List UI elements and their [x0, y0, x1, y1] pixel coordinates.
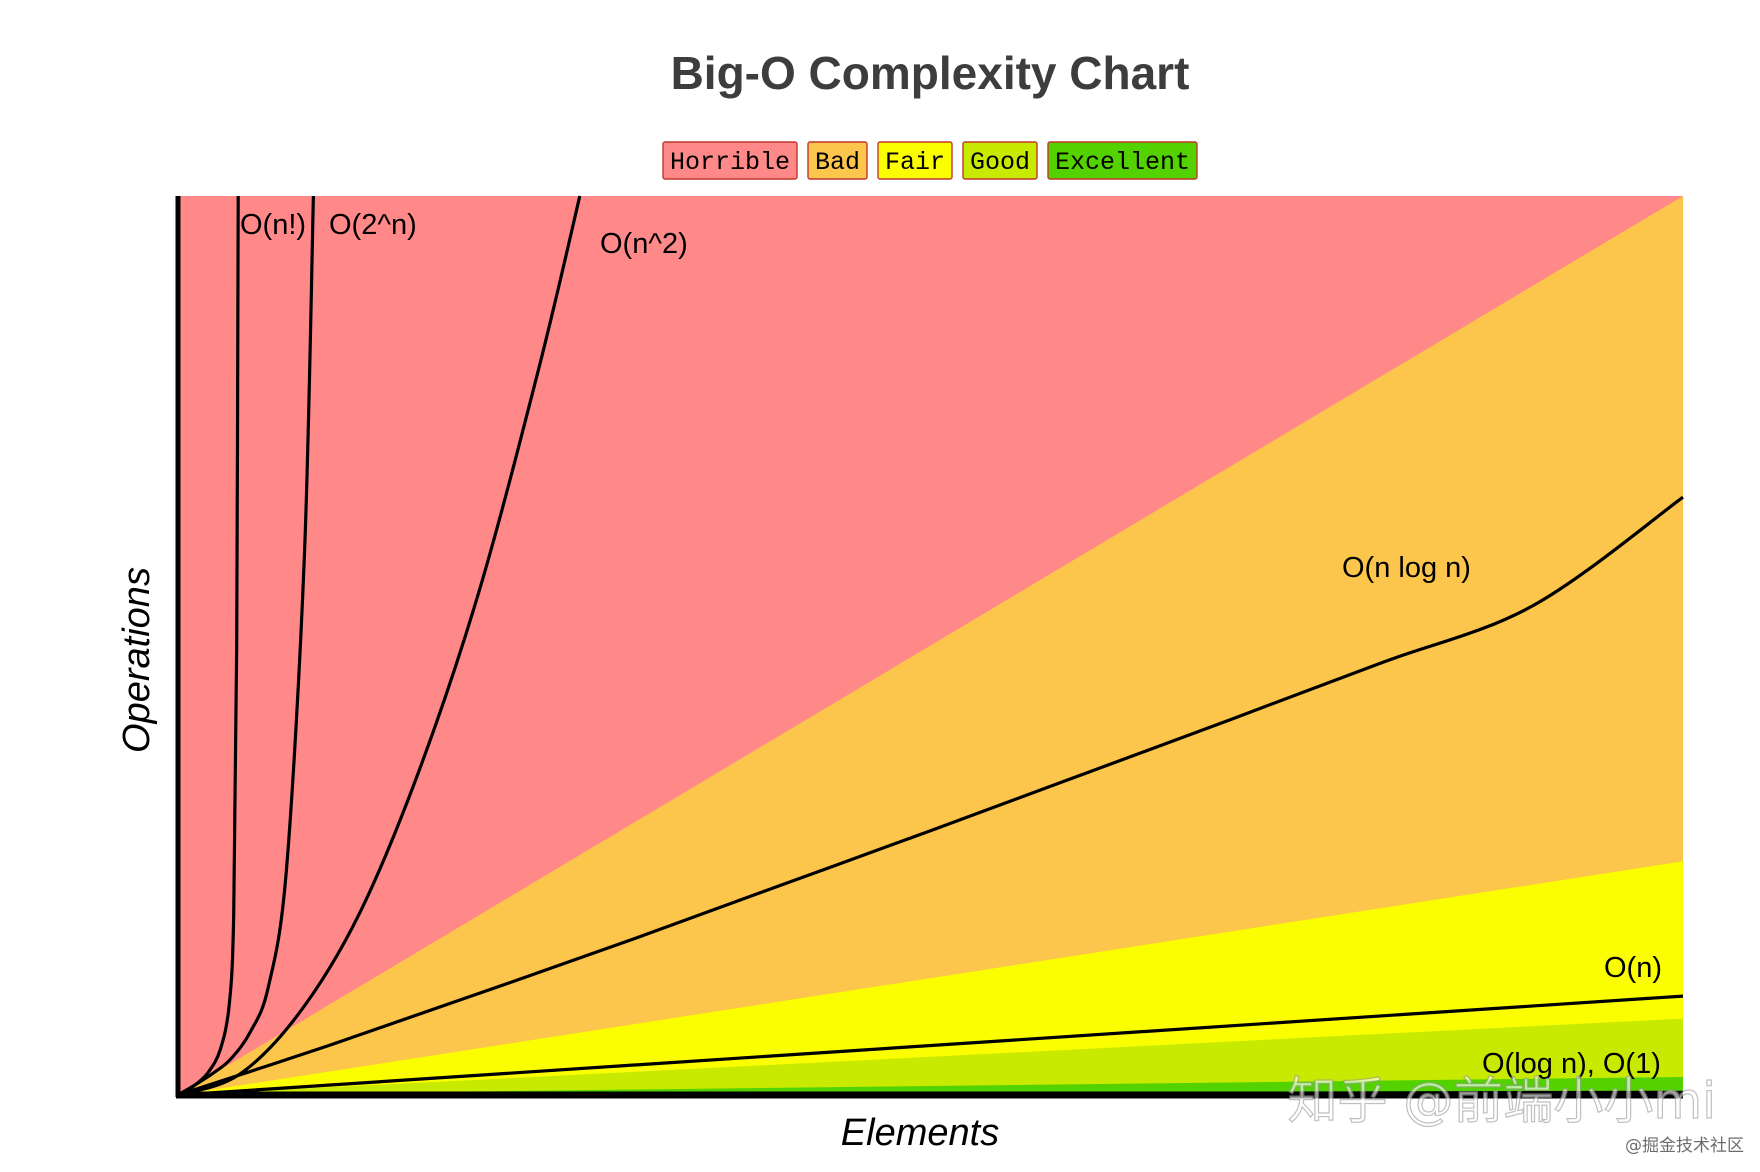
curve-o-2-n	[178, 195, 315, 1097]
curve-label-o-n: O(n)	[1604, 952, 1662, 984]
watermark: 知乎 @前端小小mi @掘金技术社区	[1287, 1071, 1744, 1156]
region-good	[178, 1018, 1683, 1095]
legend-label-excellent: Excellent	[1055, 148, 1190, 177]
legend: Horrible Bad Fair Good Excellent	[662, 141, 1198, 180]
curve-label-o-n-2: O(n^2)	[600, 228, 688, 260]
chart-title: Big-O Complexity Chart	[671, 47, 1190, 99]
legend-label-horrible: Horrible	[670, 148, 790, 177]
curve-o-n-2	[178, 195, 582, 1097]
curve-o-n	[178, 994, 1684, 1097]
legend-swatch-fair	[877, 141, 953, 180]
legend-label-good: Good	[970, 148, 1030, 177]
watermark-sub: @掘金技术社区	[1625, 1136, 1744, 1156]
curve-labels: O(n!) O(2^n) O(n^2) O(n log n) O(n) O(log n),…	[240, 209, 1662, 1080]
curve-o-n-log-n	[178, 495, 1684, 1097]
legend-swatch-horrible	[662, 141, 798, 180]
curve-label-o-log-n-o-1: O(log n), O(1)	[1482, 1048, 1661, 1080]
region-fair	[178, 861, 1683, 1095]
legend-item-bad: Bad	[807, 141, 868, 180]
legend-item-excellent: Excellent	[1047, 141, 1198, 180]
y-axis-label: Operations	[116, 567, 158, 753]
legend-item-horrible: Horrible	[662, 141, 798, 180]
region-bad	[178, 196, 1683, 1095]
legend-item-good: Good	[962, 141, 1038, 180]
watermark-main: 知乎 @前端小小mi	[1288, 1072, 1717, 1130]
legend-swatch-bad	[807, 141, 868, 180]
legend-swatch-excellent	[1047, 141, 1198, 180]
legend-item-fair: Fair	[877, 141, 953, 180]
legend-swatch-good	[962, 141, 1038, 180]
curve-label-o-n: O(n!)	[240, 209, 306, 241]
legend-label-bad: Bad	[815, 148, 860, 177]
curve-label-o-n-log-n: O(n log n)	[1342, 552, 1471, 584]
x-axis-label: Elements	[841, 1112, 999, 1154]
complexity-curves	[178, 195, 1684, 1097]
complexity-regions	[178, 196, 1683, 1095]
region-excellent	[178, 1077, 1683, 1095]
curve-label-o-2-n: O(2^n)	[329, 209, 417, 241]
legend-label-fair: Fair	[885, 148, 945, 177]
